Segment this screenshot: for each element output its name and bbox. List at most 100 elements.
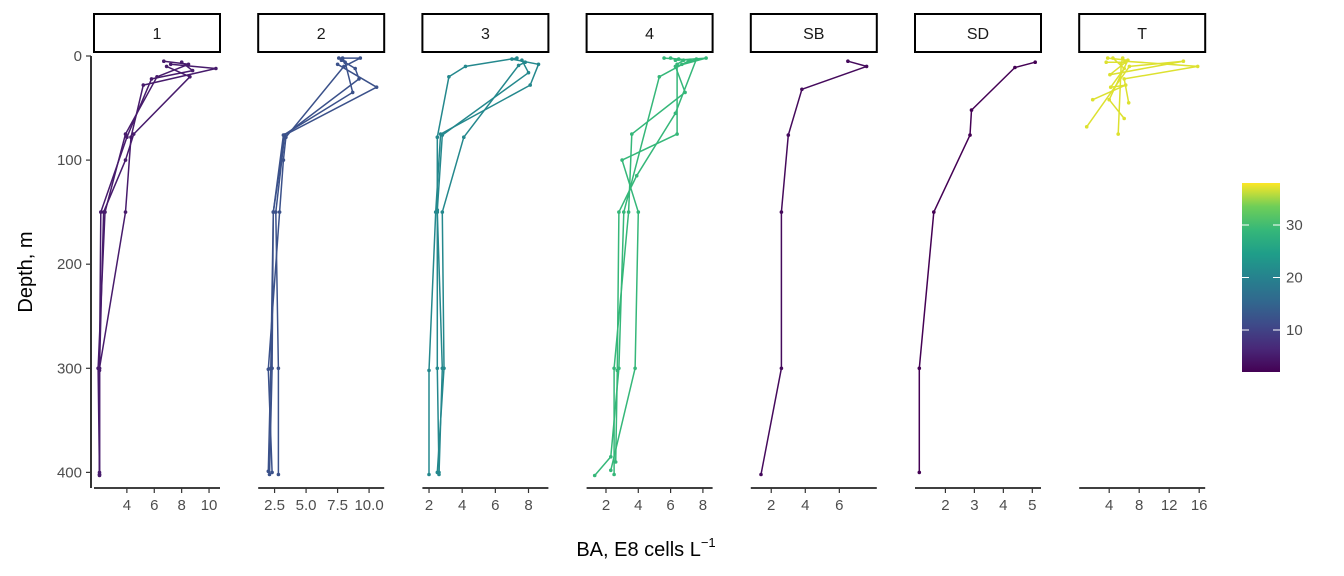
data-point <box>675 132 679 136</box>
legend-tick-label: 30 <box>1286 217 1303 234</box>
facet-strip-label: 4 <box>645 26 654 43</box>
data-point <box>626 210 631 214</box>
data-point <box>358 56 363 60</box>
data-point <box>123 210 128 214</box>
data-point <box>609 455 613 459</box>
x-tick-label: 6 <box>835 497 843 514</box>
series-line <box>1086 60 1185 128</box>
facet-strip <box>421 13 550 53</box>
data-point <box>675 62 679 67</box>
data-point <box>968 133 972 137</box>
facet-strip-label: 2 <box>317 26 326 43</box>
data-point <box>168 62 173 67</box>
data-point <box>435 135 440 139</box>
data-point <box>612 472 616 477</box>
x-tick-label: 6 <box>666 497 674 514</box>
data-point <box>917 470 922 475</box>
data-point <box>281 133 286 137</box>
facet-strip <box>1078 13 1207 53</box>
data-point <box>516 63 521 68</box>
series-line <box>436 59 530 473</box>
data-point <box>1033 60 1037 64</box>
data-point <box>1122 66 1126 71</box>
x-tick-label: 4 <box>458 497 466 514</box>
series-line <box>760 60 868 475</box>
data-point <box>526 70 531 75</box>
data-point <box>427 472 431 477</box>
data-point <box>800 87 804 92</box>
data-point <box>779 366 784 371</box>
data-point <box>340 56 345 60</box>
data-point <box>779 210 784 214</box>
facet-strip-label: SB <box>803 26 824 43</box>
series-line <box>1107 57 1129 119</box>
y-tick-label: 100 <box>57 152 82 169</box>
data-point <box>335 62 340 67</box>
data-point <box>528 83 532 87</box>
data-point <box>435 208 440 212</box>
x-axis-title-superscript: −1 <box>701 535 716 550</box>
series-line <box>1117 57 1124 135</box>
data-point <box>1123 83 1128 87</box>
facet-strip-label: 3 <box>481 26 490 43</box>
series-line <box>436 61 526 473</box>
color-legend: 10 20 30 <box>1242 183 1303 372</box>
data-point <box>622 210 626 214</box>
series-line <box>275 63 378 475</box>
x-tick-label: 7.5 <box>327 497 348 514</box>
data-point <box>101 210 106 214</box>
facet-panel-3: 3 2 4 6 8 <box>421 13 550 514</box>
data-point <box>1108 72 1112 77</box>
data-point <box>462 135 466 139</box>
data-point <box>149 77 154 81</box>
data-point <box>917 366 922 371</box>
facet-strip-label: 1 <box>153 26 162 43</box>
data-point <box>668 56 673 60</box>
x-tick-label: 6 <box>491 497 499 514</box>
facet-strip <box>749 13 878 53</box>
data-point <box>759 472 763 477</box>
x-tick-label: 4 <box>1105 497 1113 514</box>
data-point <box>463 64 468 69</box>
data-point <box>662 56 666 60</box>
facet-panel-4: 4 2 4 6 8 <box>585 13 714 514</box>
data-point <box>609 468 613 473</box>
facet-panel-2: 2 2.5 5.0 7.5 10.0 <box>257 13 386 514</box>
data-point <box>131 132 136 136</box>
x-tick-label: 4 <box>123 497 131 514</box>
series-line <box>267 59 360 472</box>
x-tick-label: 5 <box>1028 497 1036 514</box>
data-point <box>277 210 282 214</box>
data-point <box>523 60 527 64</box>
x-tick-label: 3 <box>970 497 978 514</box>
data-point <box>343 60 347 64</box>
data-point <box>179 60 184 64</box>
data-point <box>214 66 218 71</box>
data-point <box>1126 101 1131 105</box>
facet-panel-SD: SD 2 3 4 5 <box>914 13 1042 514</box>
facet-strip <box>585 13 714 53</box>
facet-strip-label: T <box>1137 26 1147 43</box>
data-point <box>141 83 146 87</box>
x-tick-label: 2 <box>602 497 610 514</box>
data-point <box>617 210 621 214</box>
data-point <box>1111 56 1115 60</box>
data-point <box>620 158 624 162</box>
y-axis-title: Depth, m <box>15 231 37 312</box>
x-tick-label: 5.0 <box>296 497 317 514</box>
y-tick-label: 400 <box>57 464 82 481</box>
x-tick-label: 8 <box>1135 497 1143 514</box>
facet-strip <box>914 13 1042 53</box>
data-point <box>123 158 128 162</box>
data-point <box>1013 65 1017 70</box>
data-point <box>536 62 541 67</box>
data-point <box>846 59 850 63</box>
data-point <box>1120 56 1125 60</box>
x-tick-label: 2 <box>941 497 949 514</box>
facet-strip-label: SD <box>967 26 989 43</box>
series-line <box>428 58 540 475</box>
data-point <box>270 366 274 371</box>
facet-strip <box>93 13 221 53</box>
series-line <box>1123 60 1199 103</box>
data-point <box>1181 59 1186 63</box>
